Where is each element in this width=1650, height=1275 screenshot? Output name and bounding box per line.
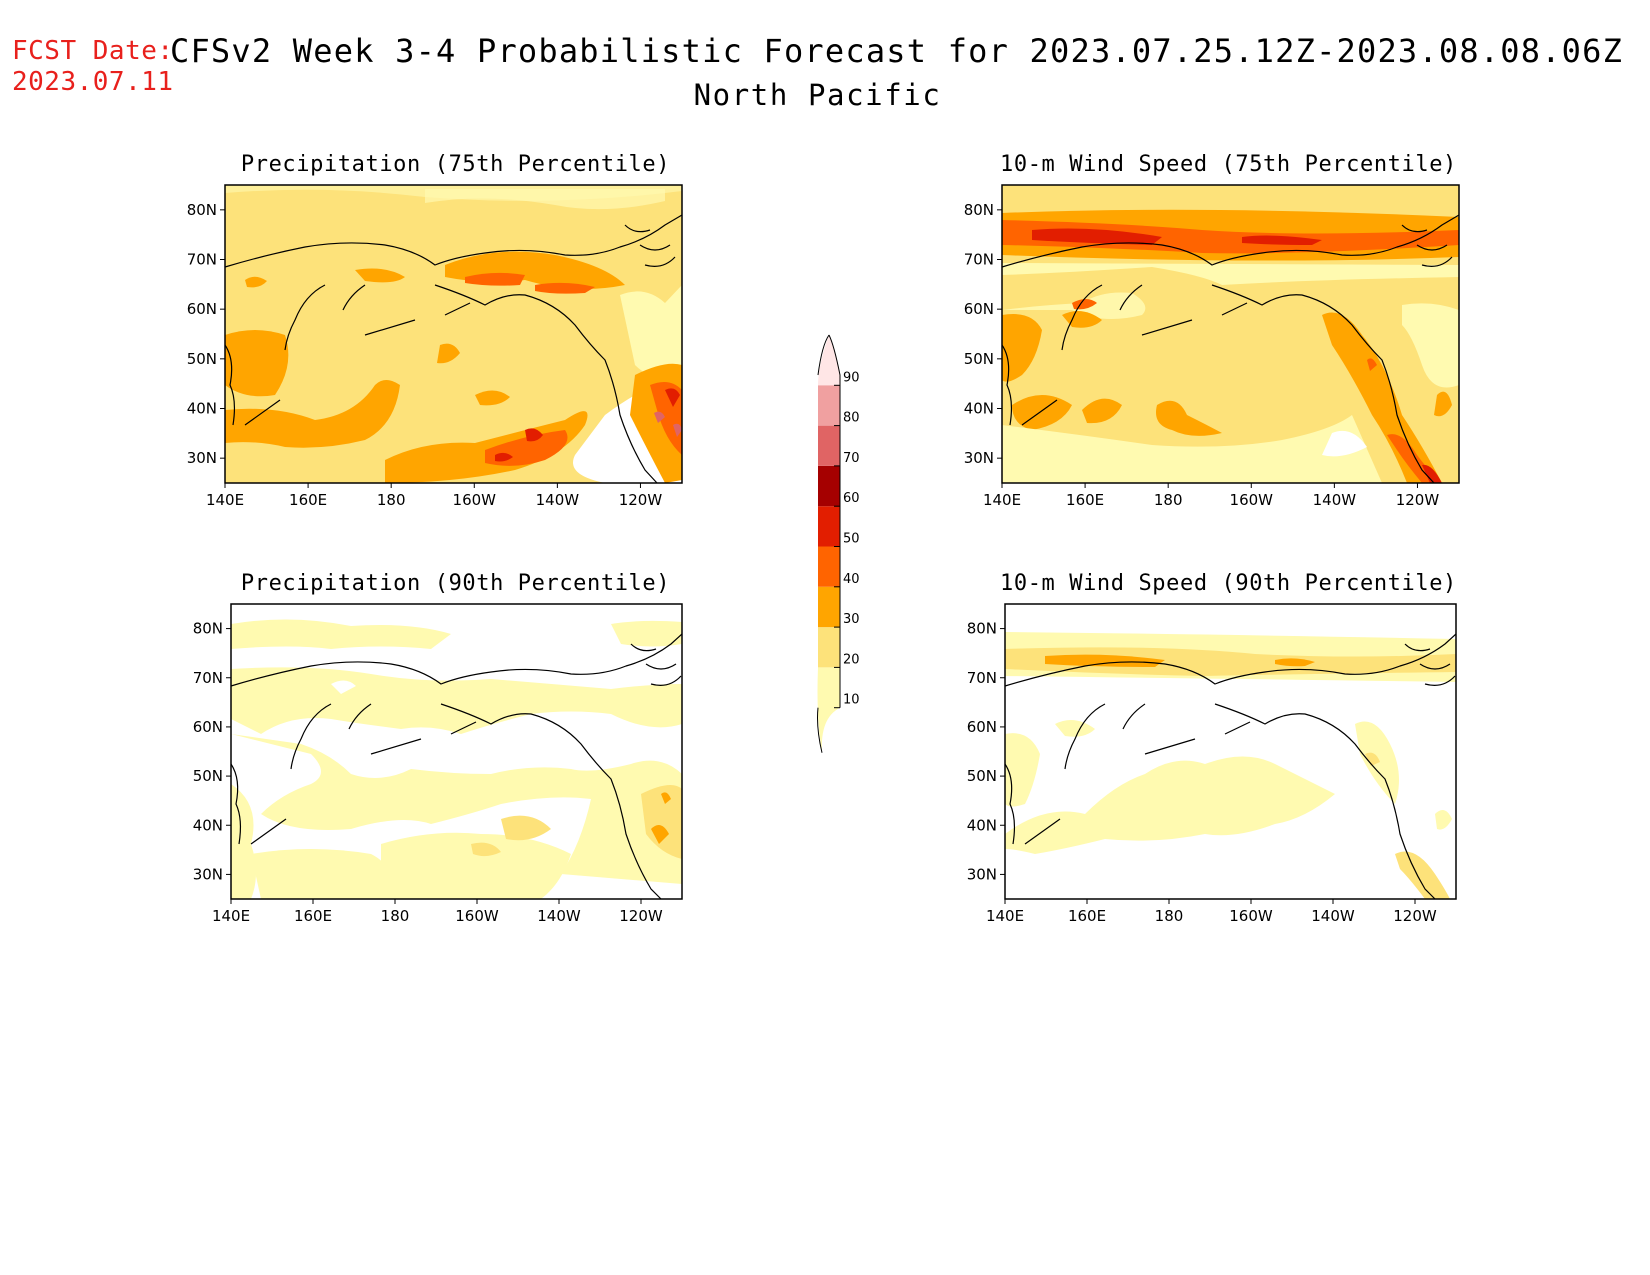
- lon-tick-label: 160E: [1068, 907, 1106, 925]
- panel-title-wind75: 10-m Wind Speed (75th Percentile): [1000, 152, 1457, 177]
- map-precip90: 80N 70N 60N 50N 40N 30N 140E 160E 180 160W 140W 120…: [193, 603, 683, 925]
- lon-tick-label: 140E: [212, 907, 250, 925]
- colorbar-label: 60: [843, 491, 860, 506]
- lat-tick-label: 70N: [187, 251, 217, 269]
- lat-tick-label: 40N: [193, 816, 223, 834]
- panel-title-precip75: Precipitation (75th Percentile): [240, 152, 671, 177]
- lat-tick-label: 70N: [964, 251, 994, 269]
- lon-tick-label: 120W: [619, 491, 663, 509]
- region-title: North Pacific: [693, 78, 942, 112]
- colorbar-label: 50: [843, 532, 860, 547]
- lon-tick-label: 140W: [1313, 491, 1357, 509]
- lat-tick-label: 30N: [964, 449, 994, 467]
- lon-tick-label: 120W: [1393, 907, 1437, 925]
- lat-tick-label: 40N: [967, 816, 997, 834]
- forecast-date-label: FCST Date:: [12, 36, 174, 66]
- panel-title-precip90: Precipitation (90th Percentile): [240, 571, 671, 596]
- lon-tick-label: 180: [1154, 491, 1183, 509]
- forecast-date-value: 2023.07.11: [12, 67, 174, 97]
- lon-tick-label: 160W: [453, 491, 497, 509]
- lon-tick-label: 160E: [1066, 491, 1104, 509]
- colorbar-label: 20: [843, 652, 860, 667]
- colorbar-label: 30: [843, 612, 860, 627]
- lat-tick-label: 80N: [187, 201, 217, 219]
- lon-tick-label: 160E: [289, 491, 327, 509]
- lat-tick-label: 60N: [187, 300, 217, 318]
- lat-tick-label: 40N: [187, 400, 217, 418]
- colorbar: 10 20 30 40 50 60 70 80 90: [817, 334, 860, 753]
- lat-tick-label: 40N: [964, 400, 994, 418]
- lat-tick-label: 70N: [193, 669, 223, 687]
- lon-tick-label: 140W: [536, 491, 580, 509]
- lon-tick-label: 120W: [619, 907, 663, 925]
- map-wind90: 80N 70N 60N 50N 40N 30N 140E 160E 180 160W 140W 120…: [967, 603, 1457, 925]
- colorbar-label: 90: [843, 370, 860, 385]
- lon-tick-label: 140E: [983, 491, 1021, 509]
- colorbar-swatch: [818, 425, 840, 466]
- colorbar-swatch: [818, 546, 840, 587]
- colorbar-labels: 10 20 30 40 50 60 70 80 90: [834, 370, 860, 709]
- lon-tick-label: 160W: [1229, 907, 1273, 925]
- lat-tick-label: 50N: [187, 350, 217, 368]
- lat-tick-label: 50N: [193, 767, 223, 785]
- lat-tick-label: 60N: [964, 300, 994, 318]
- lon-tick-label: 140E: [986, 907, 1024, 925]
- lon-tick-label: 160W: [1230, 491, 1274, 509]
- colorbar-swatch: [818, 335, 840, 386]
- colorbar-swatches: [817, 334, 841, 753]
- colorbar-swatch: [817, 667, 840, 753]
- forecast-date: FCST Date: 2023.07.11: [12, 36, 174, 98]
- lat-tick-label: 60N: [193, 718, 223, 736]
- lat-tick-label: 50N: [967, 767, 997, 785]
- colorbar-swatch: [818, 465, 840, 507]
- lon-tick-label: 140E: [206, 491, 244, 509]
- lat-tick-label: 80N: [967, 620, 997, 638]
- colorbar-outline: [817, 334, 841, 753]
- lon-tick-label: 140W: [537, 907, 581, 925]
- lat-tick-label: 30N: [967, 865, 997, 883]
- lat-tick-label: 80N: [193, 620, 223, 638]
- colorbar-label: 70: [843, 451, 860, 466]
- colorbar-swatch: [818, 506, 840, 547]
- lon-tick-label: 160W: [455, 907, 499, 925]
- figure-title: CFSv2 Week 3-4 Probabilistic Forecast fo…: [170, 32, 1624, 70]
- colorbar-label: 10: [843, 693, 860, 708]
- lat-tick-label: 50N: [964, 350, 994, 368]
- lon-tick-label: 180: [381, 907, 410, 925]
- lat-tick-label: 30N: [187, 449, 217, 467]
- lon-tick-label: 180: [1155, 907, 1184, 925]
- lon-tick-label: 120W: [1396, 491, 1440, 509]
- colorbar-swatch: [818, 586, 840, 628]
- lat-tick-label: 80N: [964, 201, 994, 219]
- lon-tick-label: 160E: [294, 907, 332, 925]
- colorbar-label: 80: [843, 411, 860, 426]
- map-wind75: 80N 70N 60N 50N 40N 30N 140E 160E 180 160W 140W 120…: [964, 184, 1460, 509]
- panel-title-wind90: 10-m Wind Speed (90th Percentile): [1000, 571, 1457, 596]
- lon-tick-label: 140W: [1311, 907, 1355, 925]
- colorbar-label: 40: [843, 572, 860, 587]
- colorbar-swatch: [818, 385, 840, 426]
- colorbar-swatch: [818, 627, 840, 668]
- lat-tick-label: 30N: [193, 865, 223, 883]
- map-precip75: 80N 70N 60N 50N 40N 30N 140E 160E 180 160W 140W 120…: [187, 184, 683, 509]
- lat-tick-label: 70N: [967, 669, 997, 687]
- lat-tick-label: 60N: [967, 718, 997, 736]
- lon-tick-label: 180: [377, 491, 406, 509]
